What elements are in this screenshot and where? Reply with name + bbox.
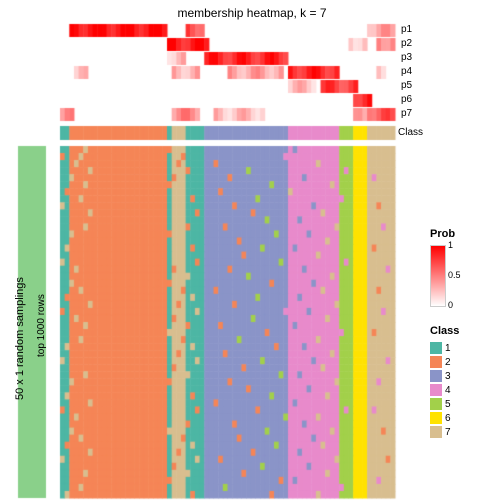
legend-class-5: 5	[430, 398, 451, 410]
class-row-label: Class	[398, 127, 423, 138]
row-label-p3: p3	[401, 52, 412, 63]
legend-prob-title: Prob	[430, 228, 455, 240]
legend-class-3: 3	[430, 370, 451, 382]
legend-class-2: 2	[430, 356, 451, 368]
legend-class-7: 7	[430, 426, 451, 438]
legend-class-title: Class	[430, 325, 459, 337]
prob-tick: 0.5	[448, 270, 461, 280]
heatmap-canvas	[0, 0, 504, 504]
prob-tick: 0	[448, 300, 453, 310]
row-label-p1: p1	[401, 24, 412, 35]
legend-prob-gradient	[430, 245, 446, 307]
prob-tick: 1	[448, 240, 453, 250]
row-label-p6: p6	[401, 94, 412, 105]
legend-class-1: 1	[430, 342, 451, 354]
row-label-p2: p2	[401, 38, 412, 49]
legend-class-6: 6	[430, 412, 451, 424]
sidebar-label-1: 50 x 1 random samplings	[14, 277, 26, 400]
legend-class-4: 4	[430, 384, 451, 396]
row-label-p5: p5	[401, 80, 412, 91]
row-label-p4: p4	[401, 66, 412, 77]
sidebar-label-2: top 1000 rows	[36, 294, 47, 357]
row-label-p7: p7	[401, 108, 412, 119]
